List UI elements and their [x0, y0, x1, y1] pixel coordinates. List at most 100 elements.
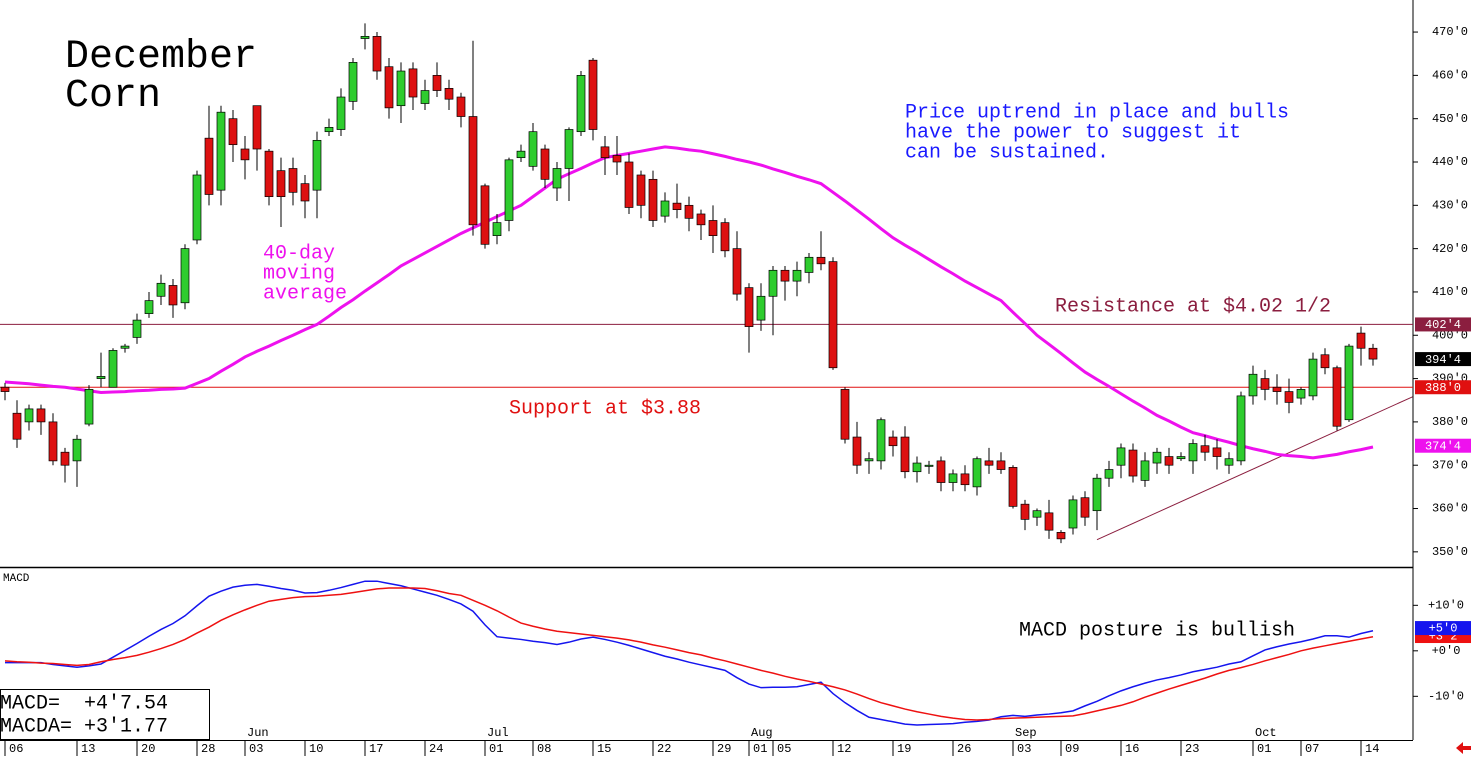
candle-body — [192, 174, 202, 241]
candle-body — [1320, 354, 1330, 369]
candle-body — [0, 386, 10, 392]
candle-body — [396, 70, 406, 107]
candle-body — [840, 389, 850, 440]
readout-label: MACDA= — [0, 715, 72, 738]
readout-value: +4'7.54 — [84, 692, 168, 715]
candle-body — [132, 319, 142, 338]
x-tick-label: 14 — [1365, 742, 1379, 756]
level-label: Support at $3.88 — [509, 398, 701, 421]
candle-body — [828, 261, 838, 369]
candle-body — [876, 419, 886, 462]
x-tick-label: 03 — [1017, 742, 1031, 756]
x-tick-label: 26 — [957, 742, 971, 756]
readout-label: MACD= — [0, 692, 60, 715]
candle-body — [636, 174, 646, 206]
candle-body — [240, 148, 250, 161]
chart-title: December Corn — [65, 35, 258, 119]
candle-body — [732, 248, 742, 295]
candle-body — [276, 170, 286, 198]
readout-box — [0, 689, 210, 740]
candle-body — [384, 66, 394, 109]
x-tick-label: 29 — [717, 742, 731, 756]
candle-body — [204, 137, 214, 195]
candle-body — [696, 213, 706, 226]
candle-body — [156, 282, 166, 297]
note-line: Price uptrend in place and bulls — [905, 101, 1289, 124]
candle-body — [1044, 512, 1054, 531]
candle-body — [1344, 345, 1354, 421]
candle-body — [804, 256, 814, 273]
candle-body — [1356, 332, 1366, 349]
candle-body — [180, 248, 190, 304]
candle-body — [852, 436, 862, 466]
macd-y-tick-label: +0'0 — [1432, 644, 1461, 658]
x-tick-label: 24 — [429, 742, 443, 756]
candle-body — [372, 36, 382, 72]
y-tick-label: 370'0 — [1432, 458, 1468, 472]
moving-average-label: 40-day — [263, 242, 335, 265]
candle-body — [12, 412, 22, 440]
y-tick-label: 420'0 — [1432, 242, 1468, 256]
x-tick-label: 20 — [141, 742, 155, 756]
x-tick-label: 05 — [777, 742, 791, 756]
candle-body — [1092, 477, 1102, 512]
readout-value: +3'1.77 — [84, 715, 168, 738]
x-tick-label: 23 — [1185, 742, 1199, 756]
candle-body — [1260, 378, 1270, 390]
candle-body — [1140, 460, 1150, 481]
macd-value-box-label: +5'0 — [1429, 622, 1458, 636]
moving-average-line — [4, 145, 1374, 460]
candle-body — [348, 62, 358, 102]
candle-body — [816, 256, 826, 265]
x-tick-label: 07 — [1305, 742, 1319, 756]
candle-body — [456, 96, 466, 117]
candle-body — [96, 376, 106, 379]
candle-body — [1104, 469, 1114, 479]
level-box — [1415, 380, 1471, 395]
candle-body — [84, 389, 94, 425]
candle-body — [1332, 367, 1342, 427]
x-tick-label: 01 — [753, 742, 767, 756]
candle-body — [780, 269, 790, 282]
x-tick-label: 01 — [1257, 742, 1271, 756]
candle-body — [1248, 373, 1258, 397]
x-tick-label: 06 — [9, 742, 23, 756]
macd-line — [4, 587, 1374, 721]
y-tick-label: 470'0 — [1432, 25, 1468, 39]
candle-body — [300, 183, 310, 202]
y-tick-label: 360'0 — [1432, 502, 1468, 516]
candle-body — [168, 285, 178, 306]
candle-body — [1056, 531, 1066, 540]
month-label: Jul — [487, 726, 509, 740]
y-tick-label: 400'0 — [1432, 328, 1468, 342]
level-label: Resistance at $4.02 1/2 — [1055, 296, 1331, 319]
macd-y-tick-label: -10'0 — [1428, 689, 1464, 703]
candle-body — [288, 168, 298, 193]
moving-average-label: moving — [263, 262, 335, 285]
scroll-arrow[interactable] — [1456, 742, 1471, 754]
level-box-label: 388'0 — [1425, 381, 1461, 395]
candle-body — [1116, 447, 1126, 466]
candle-body — [1164, 456, 1174, 466]
x-tick-label: 13 — [81, 742, 95, 756]
moving-average-label: average — [263, 282, 347, 305]
x-tick-label: 16 — [1125, 742, 1139, 756]
candle-body — [48, 421, 58, 462]
x-tick-label: 15 — [597, 742, 611, 756]
candle-body — [468, 116, 478, 226]
candle-body — [444, 88, 454, 100]
candle-body — [684, 204, 694, 219]
candle-body — [756, 295, 766, 321]
level-box-label: 402'4 — [1425, 318, 1461, 332]
candle-body — [228, 118, 238, 146]
candle-body — [600, 146, 610, 159]
candle-body — [420, 90, 430, 104]
y-tick-label: 410'0 — [1432, 285, 1468, 299]
candle-body — [888, 436, 898, 447]
y-tick-label: 430'0 — [1432, 198, 1468, 212]
candle-body — [336, 96, 346, 130]
y-tick-label: 350'0 — [1432, 545, 1468, 559]
candle-body — [612, 155, 622, 163]
candle-body — [912, 462, 922, 473]
